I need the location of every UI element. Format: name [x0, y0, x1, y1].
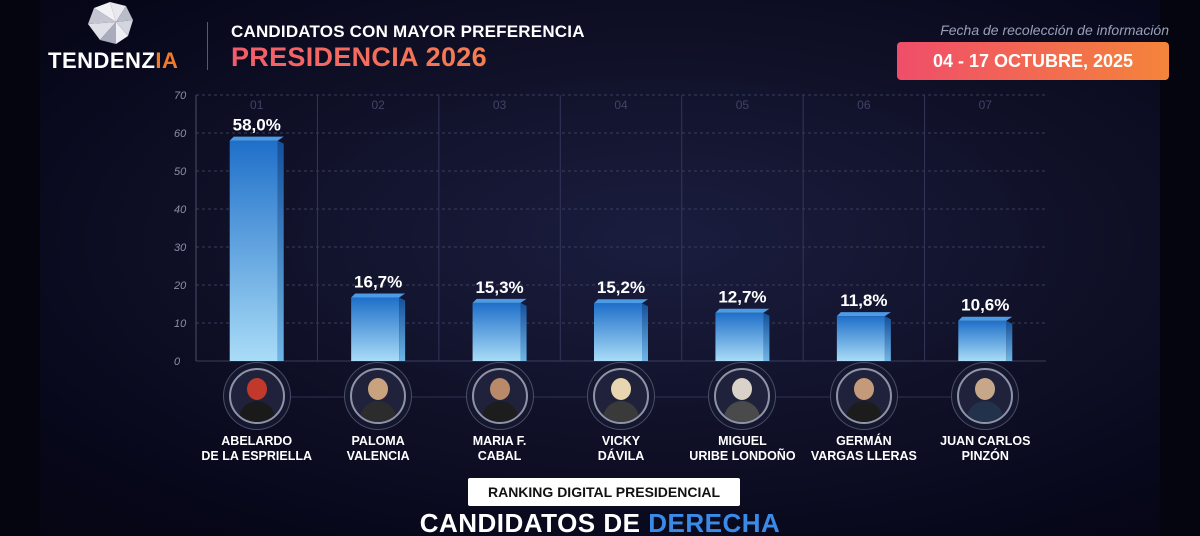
brand-logo: TENDENZIA: [44, 0, 194, 80]
ranking-label: RANKING DIGITAL PRESIDENCIAL: [468, 478, 740, 506]
candidate-name: JUAN CARLOS PINZÓN: [920, 434, 1050, 464]
candidate-name-line1: VICKY: [601, 434, 641, 448]
bar-value-label: 15,2%: [597, 278, 645, 297]
person-photo-icon: [228, 368, 285, 424]
bar-side: [1006, 320, 1013, 361]
candidate-name: MARIA F. CABAL: [435, 434, 565, 464]
candidate-name: PALOMA VALENCIA: [313, 434, 443, 464]
bar: [836, 316, 885, 361]
bar-value-label: 58,0%: [233, 116, 281, 135]
candidate-name-line2: VARGAS LLERAS: [810, 449, 917, 463]
person-photo-icon: [714, 368, 771, 424]
footer-title: CANDIDATOS DE DERECHA: [0, 508, 1200, 536]
bar-side: [763, 312, 770, 361]
candidate-name: MIGUEL URIBE LONDOÑO: [677, 434, 807, 464]
bar-top: [229, 136, 284, 141]
candidate-name-line1: ABELARDO: [221, 434, 293, 448]
bar: [229, 140, 278, 361]
y-tick-label: 70: [174, 90, 187, 102]
y-tick-label: 0: [174, 356, 181, 368]
y-tick-label: 40: [174, 204, 187, 216]
candidate-name-line1: MARIA F.: [472, 434, 527, 448]
bar-side: [642, 303, 648, 361]
candidate-card: GERMÁN VARGAS LLERAS: [799, 368, 929, 464]
y-tick-label: 60: [174, 128, 187, 140]
candidate-card: PALOMA VALENCIA: [313, 368, 443, 464]
category-number: 03: [493, 98, 507, 112]
person-photo-icon: [957, 368, 1014, 424]
candidate-name-line2: CABAL: [477, 449, 522, 463]
candidate-name-line2: VALENCIA: [346, 449, 410, 463]
bar-value-label: 12,7%: [718, 288, 766, 307]
brand-name: TENDENZIA: [48, 48, 178, 74]
bar: [472, 302, 521, 361]
y-tick-label: 10: [174, 318, 187, 330]
bar-top: [836, 312, 891, 317]
candidate-card: JUAN CARLOS PINZÓN: [920, 368, 1050, 464]
candidate-card: MIGUEL URIBE LONDOÑO: [677, 368, 807, 464]
bar-top: [715, 308, 770, 313]
bar-top: [594, 299, 648, 304]
header-subtitle: CANDIDATOS CON MAYOR PREFERENCIA: [231, 22, 585, 41]
candidate-name-line2: PINZÓN: [961, 449, 1009, 463]
bar-top: [472, 298, 527, 303]
candidate-name-line1: MIGUEL: [718, 434, 767, 448]
bar-value-label: 16,7%: [354, 273, 402, 292]
category-number: 06: [857, 98, 871, 112]
bar: [351, 297, 400, 361]
candidate-name-line2: DE LA ESPRIELLA: [201, 449, 313, 463]
header-divider: [207, 22, 208, 70]
bar-side: [520, 302, 527, 361]
person-photo-icon: [835, 368, 892, 424]
header: CANDIDATOS CON MAYOR PREFERENCIA PRESIDE…: [231, 22, 585, 73]
bar: [958, 320, 1007, 361]
bar-value-label: 10,6%: [961, 296, 1009, 315]
date-caption: Fecha de recolección de información: [940, 22, 1169, 38]
category-number: 02: [371, 98, 385, 112]
category-number: 01: [250, 98, 264, 112]
bar-value-label: 11,8%: [840, 291, 887, 310]
candidate-name-line1: PALOMA: [351, 434, 405, 448]
person-photo-icon: [471, 368, 528, 424]
candidate-name: GERMÁN VARGAS LLERAS: [799, 434, 929, 464]
candidate-name-line1: JUAN CARLOS: [940, 434, 1031, 448]
bar-side: [884, 316, 891, 361]
y-tick-label: 50: [174, 166, 187, 178]
category-number: 05: [736, 98, 750, 112]
bar-top: [351, 293, 406, 298]
candidate-name: ABELARDO DE LA ESPRIELLA: [192, 434, 322, 464]
footer-title-highlight: DERECHA: [648, 508, 781, 536]
bar: [715, 312, 764, 361]
category-number: 07: [979, 98, 993, 112]
bar-side: [399, 297, 406, 361]
candidate-name-line2: DÁVILA: [597, 449, 645, 463]
brand-name-main: TENDENZ: [48, 48, 156, 73]
bar-top: [958, 316, 1013, 321]
logo-shard-icon: [88, 2, 133, 44]
brand-name-accent: IA: [155, 48, 179, 73]
y-tick-label: 30: [174, 242, 187, 254]
y-tick-label: 20: [173, 280, 187, 292]
candidate-name: VICKY DÁVILA: [556, 434, 686, 464]
candidate-card: ABELARDO DE LA ESPRIELLA: [192, 368, 322, 464]
candidate-name-line1: GERMÁN: [836, 434, 892, 448]
right-black-margin: [1160, 0, 1200, 536]
candidate-card: VICKY DÁVILA: [556, 368, 686, 464]
bar-value-label: 15,3%: [475, 278, 523, 297]
header-title: PRESIDENCIA 2026: [231, 42, 585, 73]
bar: [594, 303, 642, 361]
person-photo-icon: [350, 368, 407, 424]
candidate-card: MARIA F. CABAL: [435, 368, 565, 464]
person-photo-icon: [593, 368, 649, 424]
bar-side: [277, 140, 284, 361]
footer-title-part1: CANDIDATOS DE: [419, 508, 649, 536]
date-range-badge: 04 - 17 OCTUBRE, 2025: [897, 42, 1169, 80]
candidate-name-line2: URIBE LONDOÑO: [689, 449, 796, 463]
left-black-margin: [0, 0, 40, 536]
category-number: 04: [614, 98, 628, 112]
